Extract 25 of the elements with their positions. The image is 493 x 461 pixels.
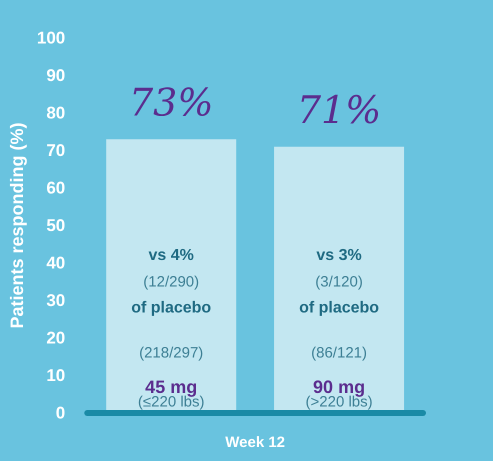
y-tick-label: 50: [46, 216, 66, 235]
x-tick-label: 90 mg: [313, 377, 366, 397]
annotation: of placebo: [299, 300, 380, 316]
y-tick-label: 20: [46, 328, 66, 348]
x-tick-label: 45 mg: [145, 377, 198, 397]
data-label: 71%: [296, 88, 382, 132]
y-tick-label: 80: [46, 104, 66, 122]
annotation: (218/297): [139, 344, 204, 362]
y-tick-label: 30: [46, 291, 66, 310]
x-axis-title: Week 12: [225, 434, 286, 451]
data-label: 73%: [128, 80, 214, 124]
y-tick-label: 40: [46, 254, 66, 272]
y-axis-title: Patients responding (%): [7, 122, 27, 329]
y-tick-label: 0: [56, 404, 66, 422]
annotation: vs 4%: [148, 247, 194, 264]
y-tick-label: 90: [46, 66, 66, 85]
y-tick-label: 70: [46, 141, 66, 160]
annotation: (3/120): [315, 273, 363, 290]
annotation: (86/121): [311, 344, 368, 362]
y-tick-label: 60: [46, 178, 66, 198]
annotation: of placebo: [131, 300, 212, 316]
annotation: (12/290): [143, 273, 200, 290]
annotation: vs 3%: [316, 247, 362, 264]
y-tick-label: 10: [46, 366, 66, 385]
y-tick-label: 100: [36, 28, 66, 48]
